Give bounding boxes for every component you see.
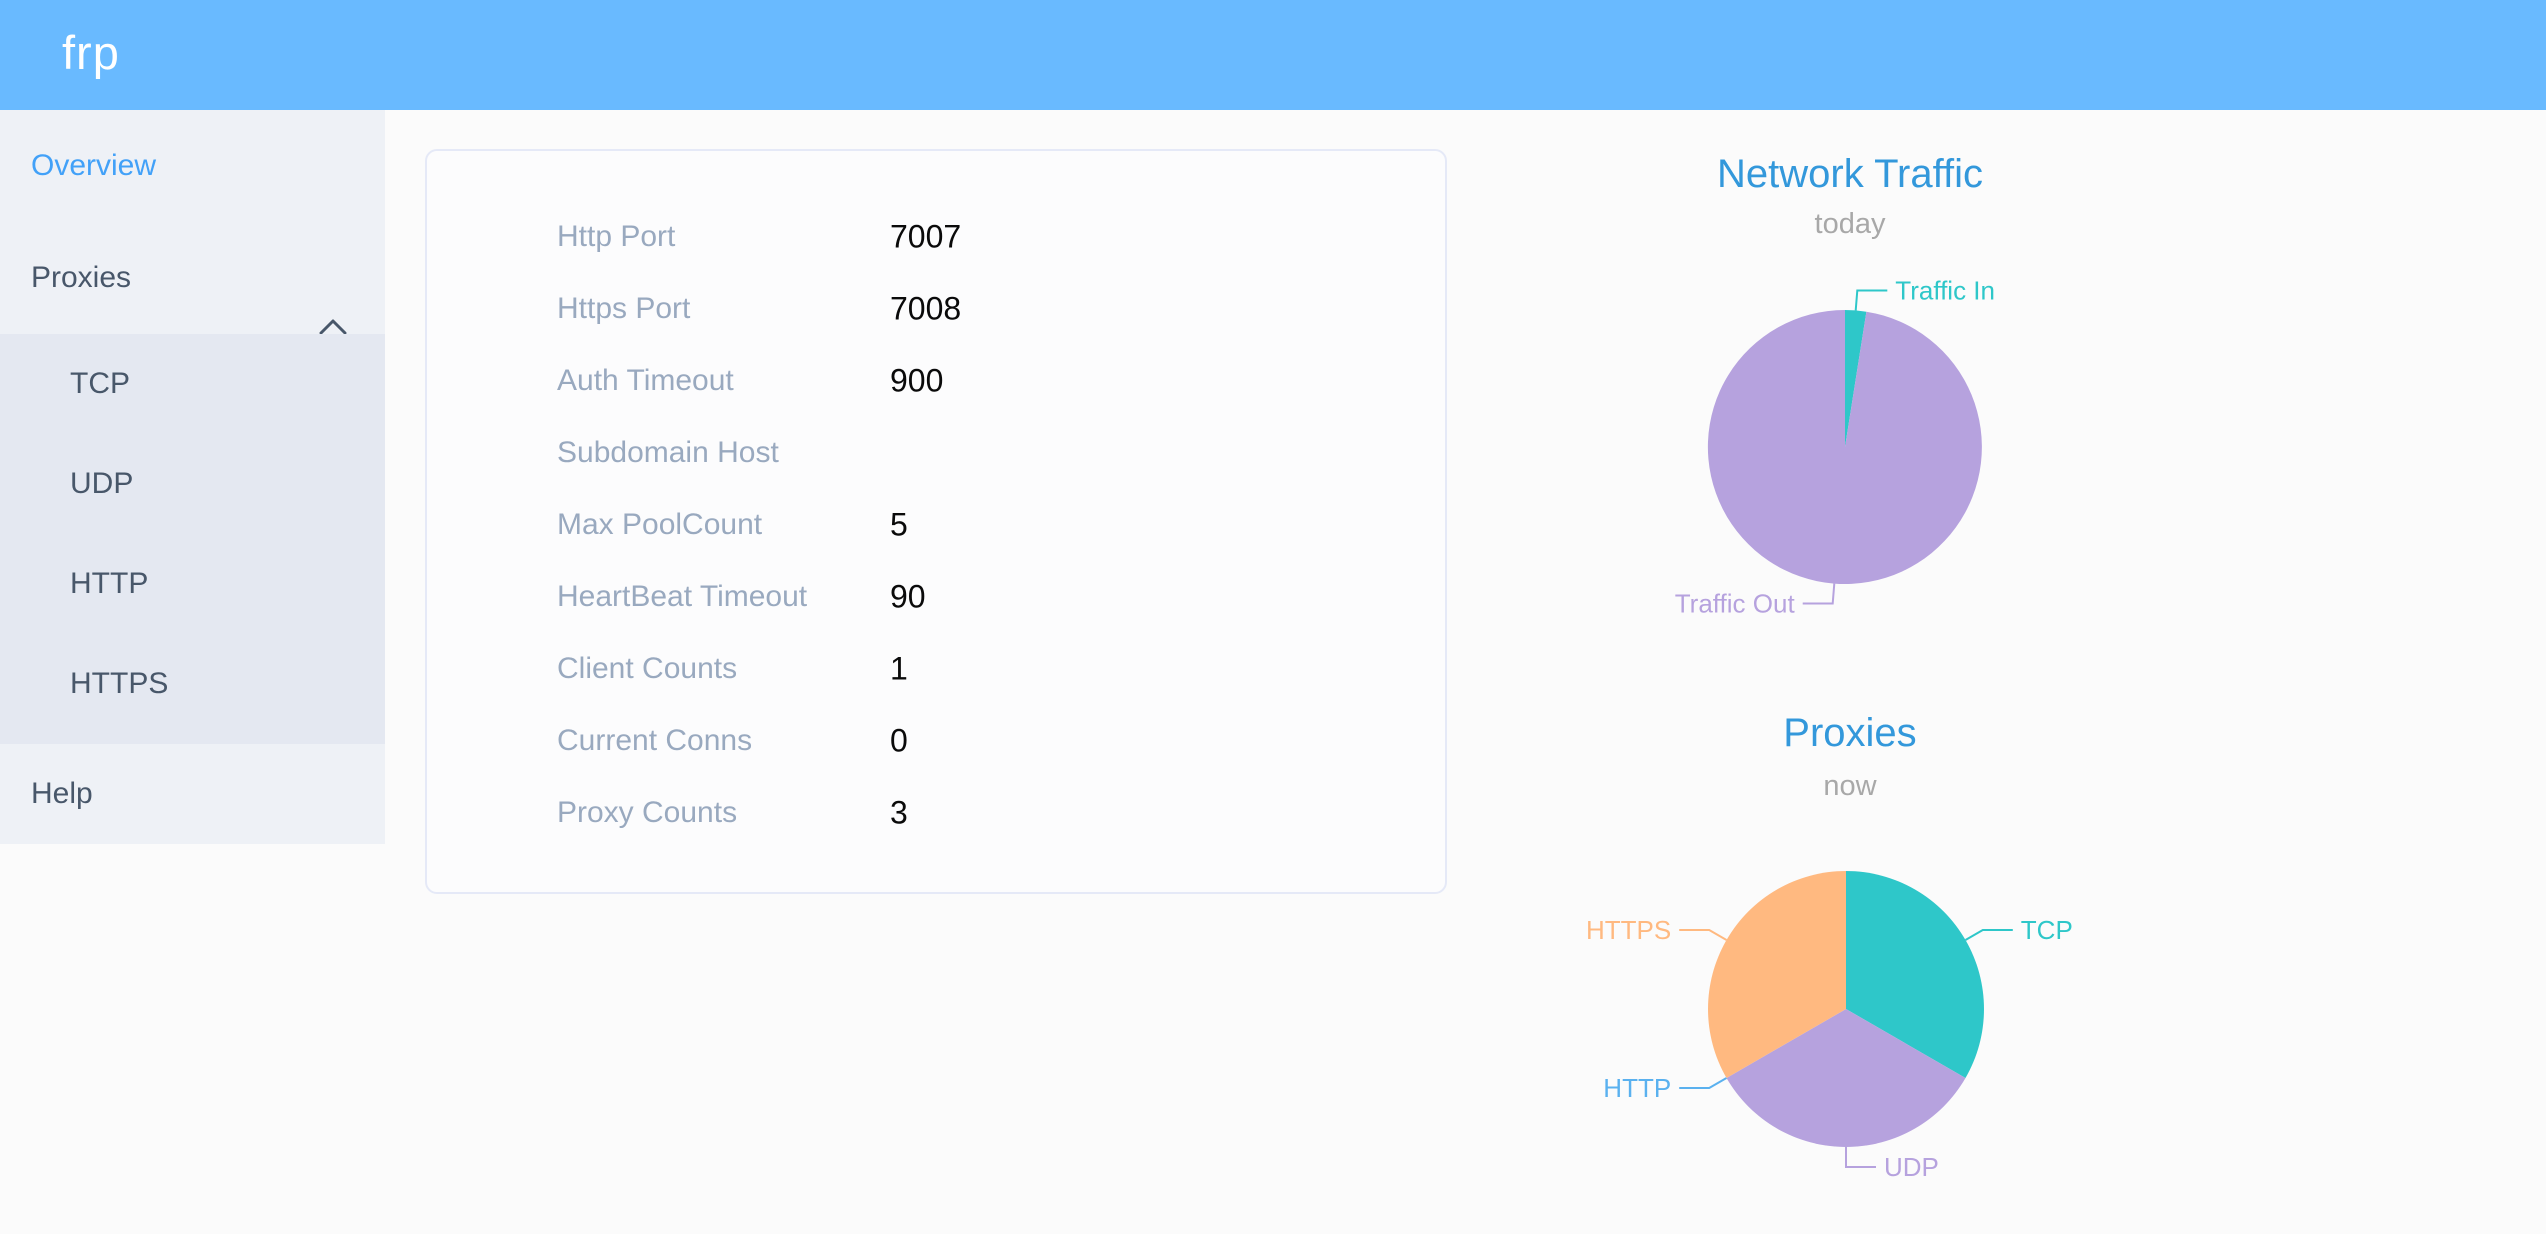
- pie-label-connector: [1854, 289, 1888, 311]
- config-value: 0: [890, 722, 908, 759]
- pie-slice-tcp[interactable]: [1846, 871, 1984, 1078]
- pie-label-connector: [1679, 929, 1728, 941]
- config-value: 7008: [890, 290, 962, 327]
- pie-slice-traffic-out[interactable]: [1707, 309, 1982, 584]
- sidebar-item-https-label: HTTPS: [70, 667, 169, 700]
- pie-label-udp: UDP: [1884, 1152, 1939, 1182]
- pie-label-traffic-in: Traffic In: [1895, 276, 1995, 306]
- table-row: Client Counts 1: [427, 633, 1445, 705]
- sidebar-item-help-label: Help: [31, 777, 93, 810]
- sidebar-item-tcp-label: TCP: [70, 367, 130, 400]
- header-bar: frp: [0, 0, 2546, 110]
- sidebar-item-http-label: HTTP: [70, 567, 149, 600]
- pie-label-https: HTTPS: [1586, 915, 1671, 945]
- sidebar-item-help[interactable]: Help: [0, 744, 385, 844]
- config-label: Subdomain Host: [557, 436, 779, 469]
- server-config-table: Http Port 7007 Https Port 7008 Auth Time…: [427, 201, 1445, 849]
- config-value: 7007: [890, 218, 962, 255]
- table-row: Auth Timeout 900: [427, 345, 1445, 417]
- network-traffic-title: Network Traffic: [1717, 152, 1983, 196]
- sidebar-item-tcp[interactable]: TCP: [0, 334, 385, 434]
- config-label: Auth Timeout: [557, 364, 734, 397]
- pie-label-traffic-out: Traffic Out: [1675, 589, 1796, 619]
- pie-label-http: HTTP: [1603, 1073, 1671, 1103]
- proxies-chart-subtitle: now: [1823, 770, 1877, 802]
- sidebar-item-http[interactable]: HTTP: [0, 534, 385, 634]
- table-row: Max PoolCount 5: [427, 489, 1445, 561]
- sidebar-item-udp-label: UDP: [70, 467, 134, 500]
- proxies-pie-chart: TCP UDP HTTP HTTPS: [1586, 871, 2073, 1182]
- config-label: HeartBeat Timeout: [557, 580, 808, 613]
- chevron-up-icon: [319, 270, 347, 382]
- config-value: 3: [890, 794, 908, 831]
- config-value: 5: [890, 506, 908, 543]
- pie-label-connector: [1845, 1147, 1876, 1168]
- pie-slice-https[interactable]: [1708, 871, 1846, 1078]
- sidebar-item-overview[interactable]: Overview: [0, 110, 385, 222]
- network-traffic-subtitle: today: [1814, 208, 1886, 240]
- pie-label-connector: [1964, 929, 2013, 941]
- sidebar-item-proxies[interactable]: Proxies: [0, 222, 385, 335]
- table-row: Http Port 7007: [427, 201, 1445, 273]
- pie-slice-traffic-in[interactable]: [1845, 310, 1867, 447]
- config-value: 90: [890, 578, 926, 615]
- config-value: 900: [890, 362, 944, 399]
- config-value: 1: [890, 650, 908, 687]
- proxies-submenu: TCP UDP HTTP HTTPS: [0, 334, 385, 744]
- app-logo: frp: [62, 26, 120, 79]
- table-row: Current Conns 0: [427, 705, 1445, 777]
- table-row: Https Port 7008: [427, 273, 1445, 345]
- pie-label-tcp: TCP: [2021, 915, 2073, 945]
- sidebar-item-proxies-label: Proxies: [31, 261, 132, 294]
- table-row: HeartBeat Timeout 90: [427, 561, 1445, 633]
- config-label: Client Counts: [557, 652, 738, 685]
- sidebar-item-udp[interactable]: UDP: [0, 434, 385, 534]
- sidebar-item-overview-label: Overview: [31, 149, 157, 182]
- proxies-chart-title: Proxies: [1783, 711, 1917, 755]
- network-traffic-pie-chart: Traffic In Traffic Out: [1675, 276, 1995, 619]
- pie-label-connector: [1679, 1077, 1728, 1089]
- config-label: Https Port: [557, 292, 691, 325]
- config-label: Proxy Counts: [557, 796, 738, 829]
- config-label: Max PoolCount: [557, 508, 763, 541]
- sidebar-item-https[interactable]: HTTPS: [0, 634, 385, 734]
- sidebar-nav: Overview Proxies TCP UDP HTTP HTTPS: [0, 110, 385, 844]
- table-row: Proxy Counts 3: [427, 777, 1445, 849]
- table-row: Subdomain Host: [427, 417, 1445, 489]
- pie-label-connector: [1802, 583, 1836, 605]
- server-config-card: Http Port 7007 Https Port 7008 Auth Time…: [425, 149, 1447, 894]
- config-label: Http Port: [557, 220, 676, 253]
- pie-slice-udp[interactable]: [1726, 1009, 1966, 1147]
- config-label: Current Conns: [557, 724, 753, 757]
